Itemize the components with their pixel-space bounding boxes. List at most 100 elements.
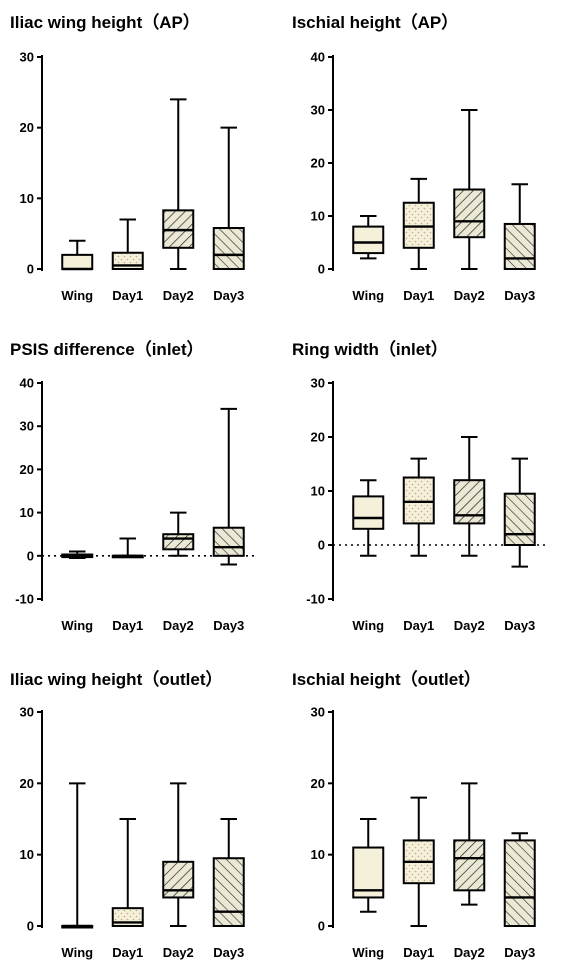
box-day3 xyxy=(212,818,245,928)
box-day1 xyxy=(111,537,144,559)
y-tick-label: 20 xyxy=(311,156,325,171)
box-day3 xyxy=(212,407,245,566)
x-category-label: Day3 xyxy=(504,945,535,960)
box-wing xyxy=(352,818,385,913)
iqr-box xyxy=(352,495,385,530)
x-category-label: Day3 xyxy=(213,618,244,633)
box-day2 xyxy=(453,782,486,906)
y-tick-label: 10 xyxy=(311,209,325,224)
x-category-label: Day2 xyxy=(454,288,485,303)
chart-title: PSIS difference（inlet） xyxy=(10,339,204,359)
x-category-label: Day2 xyxy=(163,288,194,303)
y-tick-label: 20 xyxy=(311,776,325,791)
y-tick-label: -10 xyxy=(15,592,34,607)
x-category-label: Day1 xyxy=(112,618,143,633)
chart-panel-1: Iliac wing height（AP） 0 10 20 30 Wing Day1 Day2… xyxy=(10,12,245,303)
y-tick-label: 0 xyxy=(27,262,34,277)
iqr-box xyxy=(402,201,435,249)
x-category-label: Day3 xyxy=(504,618,535,633)
iqr-box xyxy=(503,222,536,270)
x-category-label: Wing xyxy=(352,618,384,633)
x-category-label: Day3 xyxy=(213,945,244,960)
chart-panel-5: Iliac wing height（outlet） 0 10 20 30 Wing Day1… xyxy=(10,669,245,960)
iqr-box xyxy=(453,839,486,892)
y-tick-label: 10 xyxy=(311,847,325,862)
box-day2 xyxy=(453,436,486,557)
y-tick-label: -10 xyxy=(306,592,325,607)
box-wing xyxy=(61,239,94,271)
x-category-label: Day2 xyxy=(454,945,485,960)
box-day2 xyxy=(162,511,195,557)
box-day2 xyxy=(162,98,195,270)
y-tick-label: 0 xyxy=(27,919,34,934)
iqr-box xyxy=(61,253,94,271)
box-day1 xyxy=(111,218,144,271)
y-tick-label: 10 xyxy=(20,847,34,862)
x-category-label: Day1 xyxy=(112,288,143,303)
chart-title: Ischial height（AP） xyxy=(292,12,458,32)
y-tick-label: 0 xyxy=(318,538,325,553)
y-tick-label: 10 xyxy=(311,484,325,499)
chart-panel-2: Ischial height（AP） 0 10 20 30 40 Wing Day1 Day2 D… xyxy=(292,12,536,303)
x-category-label: Day2 xyxy=(454,618,485,633)
box-day1 xyxy=(402,796,435,927)
box-day2 xyxy=(162,782,195,927)
box-day1 xyxy=(402,457,435,557)
iqr-box xyxy=(402,476,435,525)
box-day2 xyxy=(453,109,486,270)
box-wing xyxy=(61,550,94,559)
y-tick-label: 30 xyxy=(20,705,34,720)
y-tick-label: 20 xyxy=(20,776,34,791)
y-tick-label: 10 xyxy=(20,191,34,206)
x-category-label: Day3 xyxy=(504,288,535,303)
x-category-label: Day1 xyxy=(403,288,434,303)
y-tick-label: 40 xyxy=(311,50,325,65)
box-day1 xyxy=(111,818,144,928)
chart-title: Iliac wing height（outlet） xyxy=(10,669,223,689)
iqr-box xyxy=(162,533,195,551)
x-category-label: Wing xyxy=(352,945,384,960)
y-tick-label: 30 xyxy=(20,50,34,65)
box-day3 xyxy=(212,126,245,271)
iqr-box xyxy=(212,526,245,557)
x-category-label: Day1 xyxy=(403,945,434,960)
y-tick-label: 0 xyxy=(27,548,34,563)
iqr-box xyxy=(453,188,486,239)
box-day3 xyxy=(503,457,536,568)
y-tick-label: 30 xyxy=(20,419,34,434)
x-category-label: Day3 xyxy=(213,288,244,303)
iqr-box xyxy=(503,839,536,928)
x-category-label: Day2 xyxy=(163,618,194,633)
box-day1 xyxy=(402,177,435,270)
iqr-box xyxy=(503,492,536,547)
x-category-label: Day1 xyxy=(403,618,434,633)
iqr-box xyxy=(453,479,486,525)
y-tick-label: 0 xyxy=(318,919,325,934)
y-tick-label: 20 xyxy=(20,462,34,477)
y-tick-label: 30 xyxy=(311,376,325,391)
y-tick-label: 10 xyxy=(20,505,34,520)
y-tick-label: 0 xyxy=(318,262,325,277)
y-tick-label: 30 xyxy=(311,103,325,118)
chart-title: Ring width（inlet） xyxy=(292,339,448,359)
iqr-box xyxy=(212,857,245,928)
box-wing xyxy=(352,479,385,557)
box-day3 xyxy=(503,183,536,270)
chart-title: Iliac wing height（AP） xyxy=(10,12,200,32)
iqr-box xyxy=(212,227,245,271)
iqr-box xyxy=(162,860,195,899)
x-category-label: Wing xyxy=(61,288,93,303)
x-category-label: Wing xyxy=(61,618,93,633)
chart-panel-3: PSIS difference（inlet） -10 0 10 20 30 40 Wing Da… xyxy=(10,339,254,633)
chart-panel-4: Ring width（inlet） -10 0 10 20 30 Wing Day1 Day2 D… xyxy=(292,339,545,633)
y-tick-label: 20 xyxy=(311,430,325,445)
x-category-label: Day1 xyxy=(112,945,143,960)
chart-title: Ischial height（outlet） xyxy=(292,669,481,689)
iqr-box xyxy=(352,225,385,255)
box-wing xyxy=(352,215,385,260)
y-tick-label: 30 xyxy=(311,705,325,720)
x-category-label: Day2 xyxy=(163,945,194,960)
box-wing xyxy=(61,782,94,929)
chart-panel-6: Ischial height（outlet） 0 10 20 30 Wing Day1 Day… xyxy=(292,669,536,960)
